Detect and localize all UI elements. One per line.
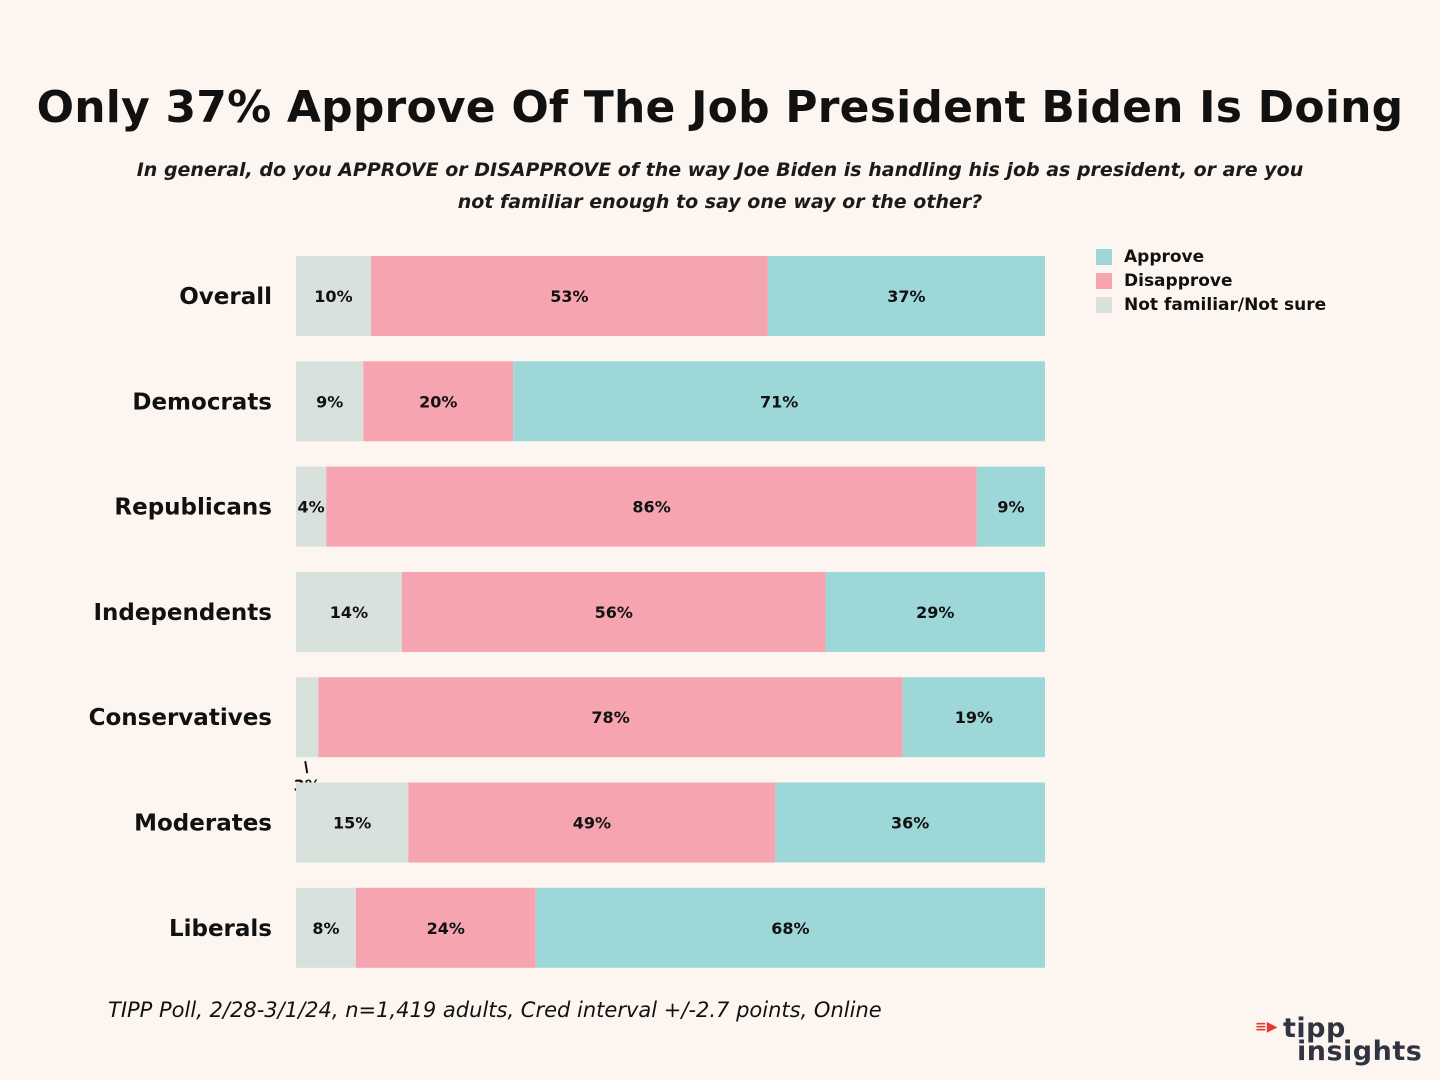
legend-label-approve: Approve	[1124, 247, 1205, 267]
bar-republicans-disapprove	[326, 466, 977, 547]
category-label-democrats: Democrats	[132, 389, 272, 415]
legend-label-disapprove: Disapprove	[1124, 271, 1233, 291]
legend-swatch-disapprove	[1096, 273, 1112, 289]
category-label-independents: Independents	[93, 600, 272, 626]
source-footnote: TIPP Poll, 2/28-3/1/24, n=1,419 adults, …	[108, 998, 882, 1022]
category-label-liberals: Liberals	[169, 916, 272, 942]
bar-independents-disapprove	[401, 571, 826, 652]
bar-republicans-approve	[976, 466, 1045, 547]
data-label-republicans-approve: 9%	[997, 498, 1024, 517]
legend-swatch-not-sure	[1096, 297, 1112, 313]
data-label-republicans-not-familiar-not-sure: 4%	[298, 498, 325, 517]
bar-independents-not-familiar-not-sure	[296, 571, 402, 652]
bar-moderates-approve	[775, 782, 1045, 863]
data-label-democrats-not-familiar-not-sure: 9%	[316, 392, 343, 411]
bar-democrats-approve	[513, 361, 1045, 442]
data-label-overall-disapprove: 53%	[550, 287, 588, 306]
legend-swatch-approve	[1096, 249, 1112, 265]
bar-conservatives-disapprove	[318, 677, 903, 758]
data-label-overall-not-familiar-not-sure: 10%	[314, 287, 352, 306]
data-label-independents-disapprove: 56%	[595, 603, 633, 622]
bar-liberals-disapprove	[355, 887, 536, 968]
bar-overall-disapprove	[370, 256, 768, 336]
bar-conservatives-not-familiar-not-sure	[296, 677, 319, 758]
bar-moderates-disapprove	[408, 782, 776, 863]
bar-conservatives-approve	[902, 677, 1045, 758]
leader-line-conservatives-not-familiar-not-sure	[304, 761, 309, 774]
category-label-moderates: Moderates	[134, 811, 272, 837]
category-label-overall: Overall	[179, 284, 272, 310]
data-label-moderates-approve: 36%	[891, 814, 929, 833]
bar-republicans-not-familiar-not-sure	[296, 466, 327, 547]
bar-overall-approve	[767, 256, 1045, 336]
data-label-conservatives-approve: 19%	[955, 708, 993, 727]
chart-subtitle: In general, do you APPROVE or DISAPPROVE…	[136, 159, 1304, 213]
logo-mark-icon: ≡▶	[1255, 1019, 1278, 1035]
data-label-liberals-disapprove: 24%	[427, 919, 465, 938]
bar-overall-not-familiar-not-sure	[296, 256, 371, 336]
bar-democrats-not-familiar-not-sure	[296, 361, 364, 442]
bar-moderates-not-familiar-not-sure	[296, 782, 409, 863]
chart-title: Only 37% Approve Of The Job President Bi…	[36, 82, 1404, 133]
legend-item-not-sure: Not familiar/Not sure	[1096, 293, 1326, 317]
bar-independents-approve	[825, 571, 1045, 652]
data-label-liberals-not-familiar-not-sure: 8%	[312, 919, 339, 938]
bar-democrats-disapprove	[363, 361, 514, 442]
data-label-democrats-approve: 71%	[760, 392, 798, 411]
tipp-insights-logo: ≡▶ tipp insights	[1255, 1013, 1422, 1067]
data-label-conservatives-disapprove: 78%	[591, 708, 629, 727]
data-label-democrats-disapprove: 20%	[419, 392, 457, 411]
data-label-moderates-disapprove: 49%	[573, 814, 611, 833]
legend-label-not-sure: Not familiar/Not sure	[1124, 295, 1327, 315]
data-label-republicans-disapprove: 86%	[632, 498, 670, 517]
data-label-liberals-approve: 68%	[771, 919, 809, 938]
category-label-republicans: Republicans	[114, 495, 272, 521]
logo-text-insights: insights	[1297, 1036, 1423, 1067]
legend: Approve Disapprove Not familiar/Not sure	[1096, 245, 1326, 317]
logo-text-tipp: tipp	[1283, 1013, 1346, 1044]
data-label-moderates-not-familiar-not-sure: 15%	[333, 814, 371, 833]
data-label-overall-approve: 37%	[887, 287, 925, 306]
data-label-independents-not-familiar-not-sure: 14%	[330, 603, 368, 622]
bar-liberals-approve	[535, 887, 1045, 968]
legend-item-approve: Approve	[1096, 245, 1326, 269]
bar-liberals-not-familiar-not-sure	[296, 887, 356, 968]
data-label-independents-approve: 29%	[916, 603, 954, 622]
category-label-conservatives: Conservatives	[89, 705, 272, 731]
legend-item-disapprove: Disapprove	[1096, 269, 1326, 293]
